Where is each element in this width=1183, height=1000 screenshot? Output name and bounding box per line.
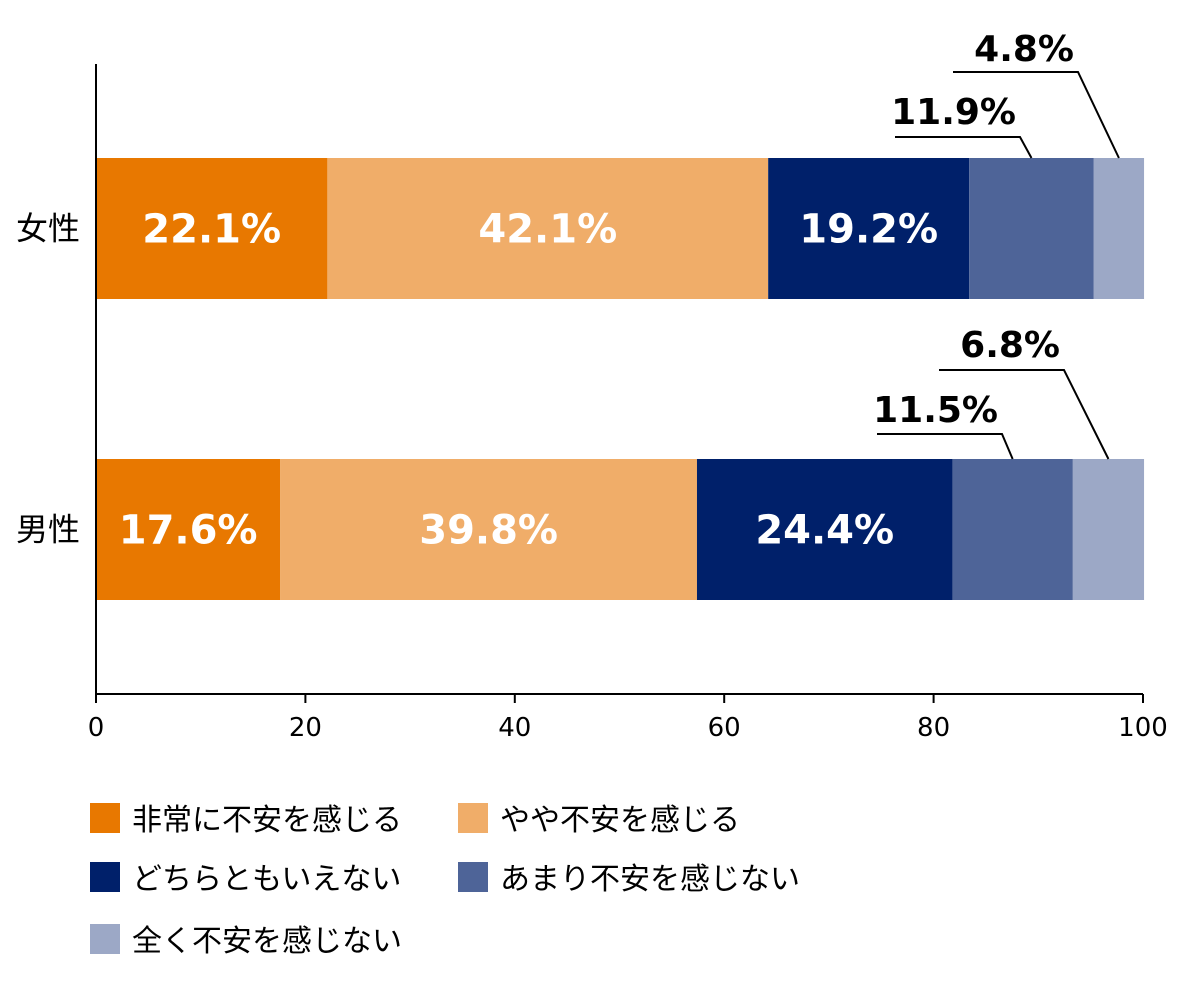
callout-line-1-4 (939, 369, 1110, 460)
bar-segment-0-4 (1093, 158, 1145, 299)
callout-label-0-4: 4.8% (974, 29, 1074, 70)
callout-line-0-4 (953, 71, 1120, 159)
callout-line-0-3 (895, 136, 1033, 159)
data-label-1-1: 39.8% (419, 508, 558, 554)
bar-segment-1-3 (952, 459, 1073, 600)
legend-swatch-3 (458, 862, 488, 892)
bar-segment-1-4 (1072, 459, 1145, 600)
x-tick-label-1: 20 (289, 713, 322, 743)
legend-swatch-4 (90, 924, 120, 954)
category-label-1: 男性 (16, 511, 80, 549)
bar-segment-0-0 (96, 158, 328, 299)
legend-label-4: 全く不安を感じない (132, 924, 402, 959)
bar-segment-0-2 (768, 158, 970, 299)
legend-label-0: 非常に不安を感じる (132, 803, 402, 838)
x-tick-label-2: 40 (498, 713, 531, 743)
legend-label-3: あまり不安を感じない (500, 862, 800, 897)
callout-label-0-3: 11.9% (891, 92, 1016, 133)
callout-label-1-4: 6.8% (960, 325, 1060, 366)
x-tick-label-3: 60 (708, 713, 741, 743)
legend-label-2: どちらともいえない (132, 862, 401, 897)
callout-line-1-3 (877, 433, 1014, 460)
callout-layer: 11.9% 4.8% 11.5% 6.8% (873, 29, 1120, 460)
legend-swatch-0 (90, 803, 120, 833)
bars-layer: 22.1% 42.1% 19.2% 17.6% 39.8% 24.4% (96, 158, 1145, 600)
data-label-0-2: 19.2% (799, 207, 938, 253)
bar-segment-1-1 (280, 459, 697, 600)
bar-segment-1-0 (96, 459, 281, 600)
bar-segment-0-1 (327, 158, 769, 299)
data-label-0-0: 22.1% (142, 207, 281, 253)
category-label-0: 女性 (16, 210, 80, 248)
x-tick-label-4: 80 (917, 713, 950, 743)
data-label-1-0: 17.6% (119, 508, 258, 554)
callout-label-1-3: 11.5% (873, 390, 998, 431)
legend-swatch-1 (458, 803, 488, 833)
legend-swatch-2 (90, 862, 120, 892)
data-label-0-1: 42.1% (478, 207, 617, 253)
data-label-1-2: 24.4% (755, 508, 894, 554)
bar-segment-0-3 (969, 158, 1094, 299)
x-tick-label-5: 100 (1118, 713, 1168, 743)
legend-label-1: やや不安を感じる (500, 803, 740, 838)
bar-segment-1-2 (696, 459, 953, 600)
x-tick-label-0: 0 (88, 713, 105, 743)
